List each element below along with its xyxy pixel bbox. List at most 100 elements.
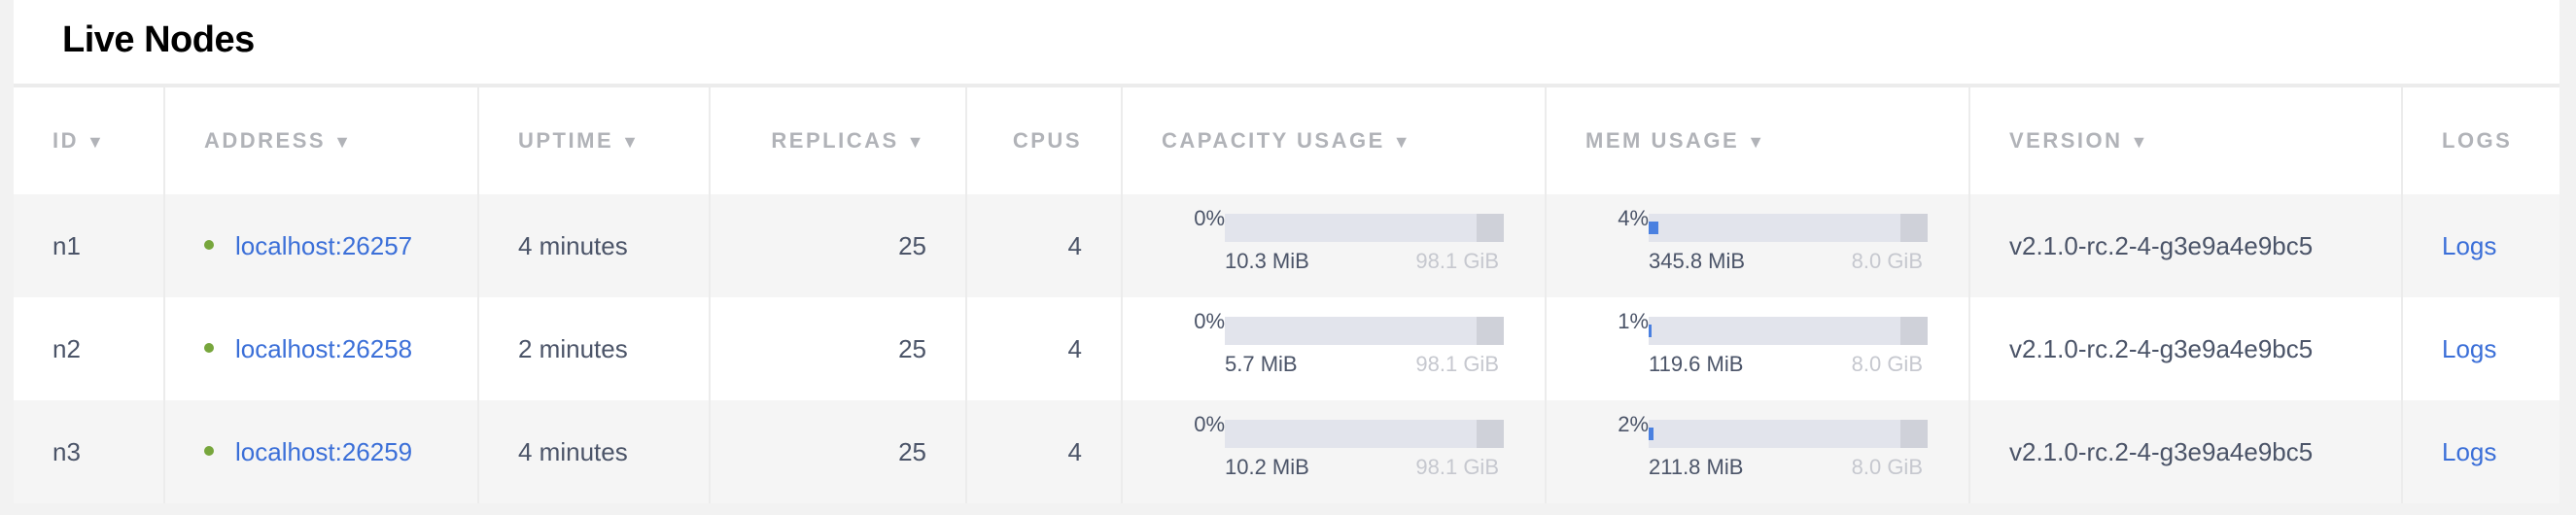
capacity-usage: 0% 5.7 MiB 98.1 GiB (1121, 297, 1546, 400)
column-header-cpus: CPUS (965, 87, 1122, 194)
bar-end (1477, 317, 1504, 345)
capacity-bar (1225, 420, 1504, 448)
cpus: 4 (965, 194, 1122, 297)
replicas: 25 (709, 297, 966, 400)
header-label: CAPACITY USAGE (1162, 128, 1385, 153)
replicas: 25 (709, 400, 966, 503)
header-label: MEM USAGE (1585, 128, 1740, 153)
column-header-version[interactable]: VERSION ▼ (1968, 87, 2402, 194)
capacity-total: 98.1 GiB (1415, 249, 1499, 273)
header-label: LOGS (2442, 128, 2513, 153)
header-label: ID (52, 128, 79, 153)
capacity-used: 5.7 MiB (1225, 352, 1298, 376)
sort-arrow-icon: ▼ (87, 132, 107, 152)
nodes-table: ID ▼ ADDRESS ▼ UPTIME ▼ REPLICAS ▼ CPUS CAPA… (14, 87, 2559, 503)
mem-total: 8.0 GiB (1851, 455, 1923, 479)
mem-percent: 4% (1618, 206, 1649, 230)
address-cell: localhost:26258 (163, 297, 478, 400)
capacity-bar (1225, 214, 1504, 242)
mem-usage: 4% 345.8 MiB 8.0 GiB (1545, 194, 1969, 297)
logs-cell: Logs (2401, 194, 2559, 297)
cpus: 4 (965, 400, 1122, 503)
bar-end (1900, 317, 1928, 345)
address-cell: localhost:26257 (163, 194, 478, 297)
node-id: n1 (14, 194, 164, 297)
table-header-row: ID ▼ ADDRESS ▼ UPTIME ▼ REPLICAS ▼ CPUS CAPA… (14, 87, 2559, 194)
mem-used: 119.6 MiB (1649, 352, 1744, 376)
version: v2.1.0-rc.2-4-g3e9a4e9bc5 (1968, 194, 2402, 297)
table-row: n3 localhost:26259 4 minutes 25 4 0% 10.… (14, 400, 2559, 503)
logs-link[interactable]: Logs (2442, 333, 2497, 363)
capacity-percent: 0% (1194, 206, 1225, 230)
logs-link[interactable]: Logs (2442, 230, 2497, 260)
mem-percent: 2% (1618, 412, 1649, 436)
live-nodes-panel: Live Nodes ID ▼ ADDRESS ▼ UPTIME ▼ REPLICAS… (14, 0, 2559, 503)
node-address-link[interactable]: localhost:26258 (235, 333, 413, 363)
uptime: 2 minutes (477, 297, 710, 400)
header-label: REPLICAS (771, 128, 899, 153)
mem-bar-fill (1649, 428, 1654, 440)
logs-cell: Logs (2401, 297, 2559, 400)
mem-used: 345.8 MiB (1649, 249, 1746, 273)
mem-bar (1649, 420, 1928, 448)
table-row: n1 localhost:26257 4 minutes 25 4 0% 10.… (14, 194, 2559, 297)
header-label: VERSION (2009, 128, 2123, 153)
replicas: 25 (709, 194, 966, 297)
version: v2.1.0-rc.2-4-g3e9a4e9bc5 (1968, 400, 2402, 503)
sort-arrow-icon: ▼ (621, 132, 642, 152)
mem-total: 8.0 GiB (1851, 249, 1923, 273)
mem-usage: 2% 211.8 MiB 8.0 GiB (1545, 400, 1969, 503)
node-id: n3 (14, 400, 164, 503)
header-label: ADDRESS (204, 128, 327, 153)
column-header-id[interactable]: ID ▼ (14, 87, 164, 194)
capacity-total: 98.1 GiB (1415, 352, 1499, 376)
capacity-percent: 0% (1194, 412, 1225, 436)
mem-total: 8.0 GiB (1851, 352, 1923, 376)
logs-cell: Logs (2401, 400, 2559, 503)
sort-arrow-icon: ▼ (1392, 132, 1413, 152)
status-live-icon (204, 445, 214, 456)
capacity-used: 10.2 MiB (1225, 455, 1309, 479)
capacity-usage: 0% 10.2 MiB 98.1 GiB (1121, 400, 1546, 503)
capacity-used: 10.3 MiB (1225, 249, 1309, 273)
logs-link[interactable]: Logs (2442, 436, 2497, 466)
capacity-bar (1225, 317, 1504, 345)
column-header-uptime[interactable]: UPTIME ▼ (477, 87, 710, 194)
header-label: CPUS (1012, 128, 1082, 153)
node-address-link[interactable]: localhost:26257 (235, 230, 413, 260)
bar-end (1900, 214, 1928, 242)
capacity-total: 98.1 GiB (1415, 455, 1499, 479)
column-header-address[interactable]: ADDRESS ▼ (163, 87, 478, 194)
column-header-mem-usage[interactable]: MEM USAGE ▼ (1545, 87, 1969, 194)
status-live-icon (204, 342, 214, 353)
bar-end (1900, 420, 1928, 448)
bar-end (1477, 214, 1504, 242)
node-address-link[interactable]: localhost:26259 (235, 436, 413, 466)
column-header-replicas[interactable]: REPLICAS ▼ (709, 87, 966, 194)
table-row: n2 localhost:26258 2 minutes 25 4 0% 5.7… (14, 297, 2559, 400)
cpus: 4 (965, 297, 1122, 400)
version: v2.1.0-rc.2-4-g3e9a4e9bc5 (1968, 297, 2402, 400)
divider (14, 84, 2559, 87)
status-live-icon (204, 239, 214, 250)
sort-arrow-icon: ▼ (1747, 132, 1767, 152)
header-label: UPTIME (518, 128, 614, 153)
mem-bar (1649, 317, 1928, 345)
node-id: n2 (52, 333, 81, 363)
column-header-capacity-usage[interactable]: CAPACITY USAGE ▼ (1121, 87, 1546, 194)
capacity-usage: 0% 10.3 MiB 98.1 GiB (1121, 194, 1546, 297)
capacity-percent: 0% (1194, 309, 1225, 333)
mem-bar-fill (1649, 325, 1652, 337)
mem-bar (1649, 214, 1928, 242)
uptime: 4 minutes (477, 194, 710, 297)
sort-arrow-icon: ▼ (2130, 132, 2150, 152)
bar-end (1477, 420, 1504, 448)
sort-arrow-icon: ▼ (333, 132, 354, 152)
sort-arrow-icon: ▼ (906, 132, 926, 152)
mem-used: 211.8 MiB (1649, 455, 1744, 479)
mem-percent: 1% (1618, 309, 1649, 333)
page-title: Live Nodes (62, 19, 255, 60)
mem-bar-fill (1649, 222, 1659, 234)
mem-usage: 1% 119.6 MiB 8.0 GiB (1545, 297, 1969, 400)
column-header-logs: LOGS (2401, 87, 2559, 194)
